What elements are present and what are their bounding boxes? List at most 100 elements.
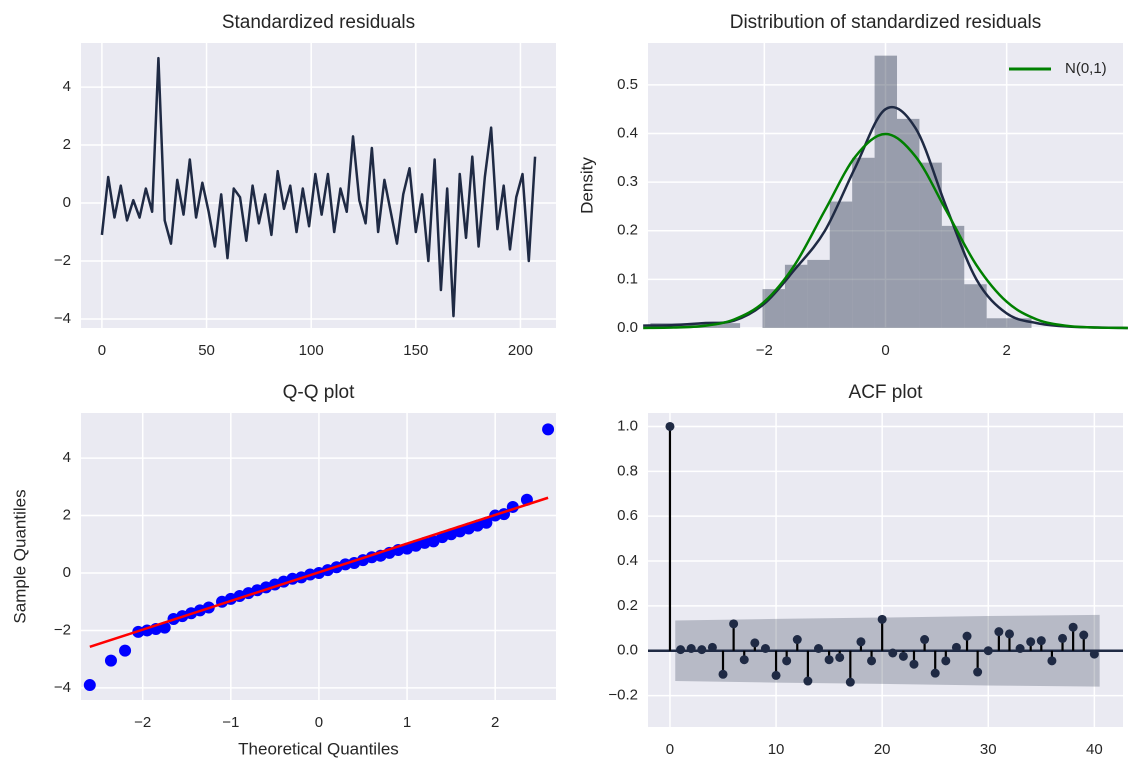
x-tick-label: 0 <box>315 714 323 731</box>
hist-bar <box>941 225 965 328</box>
y-tick-label: 0.3 <box>617 173 638 190</box>
acf-marker <box>1068 622 1078 632</box>
fit-line <box>89 496 549 649</box>
y-tick-label: 2 <box>63 136 71 153</box>
acf-marker <box>750 638 760 648</box>
acf-marker <box>813 644 823 653</box>
y-tick-label: 0.1 <box>617 270 638 287</box>
hist-bar <box>852 157 875 328</box>
hist-bar <box>874 55 898 328</box>
y-tick-label: 0.2 <box>617 222 638 239</box>
y-tick-label: −4 <box>54 679 71 696</box>
hist-bar <box>829 201 853 328</box>
x-tick-label: 1 <box>403 714 411 731</box>
hist-bar <box>807 259 830 328</box>
hist-bar <box>986 318 1010 328</box>
acf-marker <box>951 642 961 652</box>
y-tick-label: 0.0 <box>617 642 638 659</box>
qq-point <box>542 423 555 436</box>
acf-marker <box>665 421 675 431</box>
hist-bar <box>919 162 942 328</box>
y-tick-label: 0.2 <box>617 597 638 614</box>
x-tick-label: −2 <box>134 714 151 731</box>
x-tick-label: 40 <box>1086 741 1103 758</box>
acf-marker <box>909 659 919 669</box>
y-tick-label: −4 <box>54 310 71 327</box>
acf-marker <box>686 644 696 653</box>
x-tick-label: 50 <box>198 342 215 359</box>
x-tick-label: 10 <box>768 741 785 758</box>
hist-bar <box>1009 318 1032 328</box>
acf-marker <box>973 667 983 677</box>
acf-marker <box>792 635 802 645</box>
y-axis-label: Density <box>577 157 596 214</box>
acf-marker <box>803 676 813 686</box>
acf-marker <box>920 635 930 645</box>
acf-marker <box>824 655 834 665</box>
y-axis-label: Sample Quantiles <box>10 489 29 623</box>
hist-bar <box>897 118 920 329</box>
acf-marker <box>856 637 866 647</box>
y-tick-label: 0.4 <box>617 124 638 141</box>
acf-marker <box>707 642 717 652</box>
x-tick-label: 150 <box>403 342 428 359</box>
acf-marker <box>771 670 781 680</box>
x-tick-label: 0 <box>666 741 674 758</box>
acf-marker <box>877 614 887 624</box>
y-tick-label: 0.8 <box>617 462 638 479</box>
acf-marker <box>835 652 845 662</box>
acf-marker <box>1026 637 1036 647</box>
acf-marker <box>760 644 770 653</box>
chart-title: Standardized residuals <box>222 12 415 33</box>
acf-marker <box>697 645 707 655</box>
y-tick-label: 0.6 <box>617 507 638 524</box>
hist-bar <box>964 284 987 328</box>
qq-point <box>83 679 96 692</box>
density-line <box>643 132 1128 330</box>
acf-marker <box>898 651 908 661</box>
y-tick-label: 0 <box>63 194 71 211</box>
acf-marker <box>729 619 739 629</box>
acf-marker <box>718 669 728 679</box>
y-tick-label: 0.5 <box>617 76 638 93</box>
x-tick-label: 100 <box>299 342 324 359</box>
acf-marker <box>867 656 877 666</box>
y-tick-label: 0 <box>63 564 71 581</box>
chart-title: Q-Q plot <box>283 382 356 403</box>
acf-marker <box>739 655 749 665</box>
x-tick-label: 2 <box>491 714 499 731</box>
acf-marker <box>1058 633 1068 643</box>
acf-marker <box>1079 630 1089 640</box>
acf-marker <box>782 656 792 666</box>
acf-marker <box>1015 644 1025 653</box>
acf-marker <box>930 668 940 678</box>
hist-bar <box>784 264 808 328</box>
x-tick-label: 2 <box>1003 342 1011 359</box>
x-tick-label: 200 <box>508 342 533 359</box>
y-tick-label: −0.2 <box>608 687 638 704</box>
acf-marker <box>888 648 898 658</box>
residual-line <box>100 56 537 318</box>
acf-marker <box>1004 629 1014 639</box>
y-tick-label: 1.0 <box>617 417 638 434</box>
acf-marker <box>994 627 1004 637</box>
acf-marker <box>845 677 855 687</box>
acf-marker <box>962 631 972 641</box>
x-tick-label: 30 <box>980 741 997 758</box>
y-tick-label: 4 <box>63 449 71 466</box>
chart-title: ACF plot <box>849 382 924 403</box>
y-tick-label: −2 <box>54 252 71 269</box>
acf-marker <box>941 656 951 666</box>
x-tick-label: −2 <box>756 342 773 359</box>
x-tick-label: 20 <box>874 741 891 758</box>
y-tick-label: 4 <box>63 78 71 95</box>
x-tick-label: −1 <box>222 714 239 731</box>
acf-marker <box>1047 656 1057 666</box>
legend-label: N(0,1) <box>1065 60 1107 77</box>
qq-point <box>104 654 117 667</box>
acf-marker <box>1089 649 1099 659</box>
qq-point <box>119 644 132 657</box>
y-tick-label: 0.4 <box>617 552 638 569</box>
